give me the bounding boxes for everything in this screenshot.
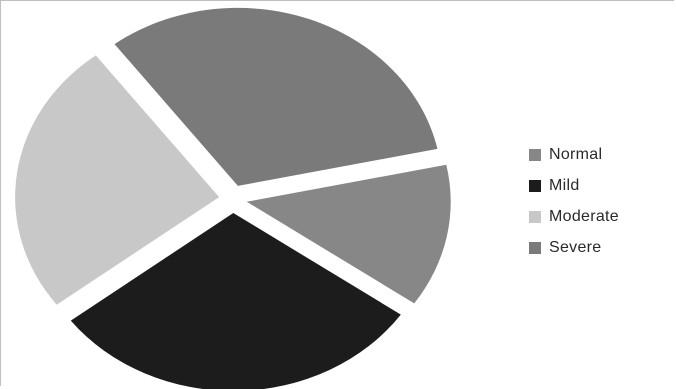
legend-swatch-normal	[529, 148, 541, 161]
pie-slice-moderate	[15, 55, 220, 305]
legend-item-mild: Mild	[529, 170, 619, 201]
legend: Normal Mild Moderate Severe	[529, 139, 619, 263]
legend-item-normal: Normal	[529, 139, 619, 170]
legend-label-severe: Severe	[549, 238, 602, 256]
pie-slice-normal	[246, 164, 451, 304]
legend-swatch-moderate	[529, 210, 541, 223]
legend-label-normal: Normal	[549, 145, 603, 163]
legend-label-mild: Mild	[549, 176, 580, 194]
pie-slice-mild	[70, 213, 401, 389]
legend-swatch-mild	[529, 179, 541, 192]
legend-item-severe: Severe	[529, 232, 619, 263]
legend-swatch-severe	[529, 241, 541, 254]
legend-label-moderate: Moderate	[549, 207, 619, 225]
legend-item-moderate: Moderate	[529, 201, 619, 232]
pie-slice-severe	[114, 7, 438, 186]
